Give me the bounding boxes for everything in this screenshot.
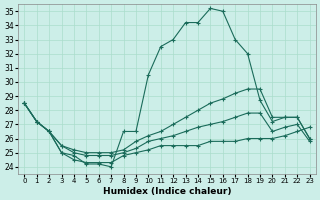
X-axis label: Humidex (Indice chaleur): Humidex (Indice chaleur)	[103, 187, 231, 196]
